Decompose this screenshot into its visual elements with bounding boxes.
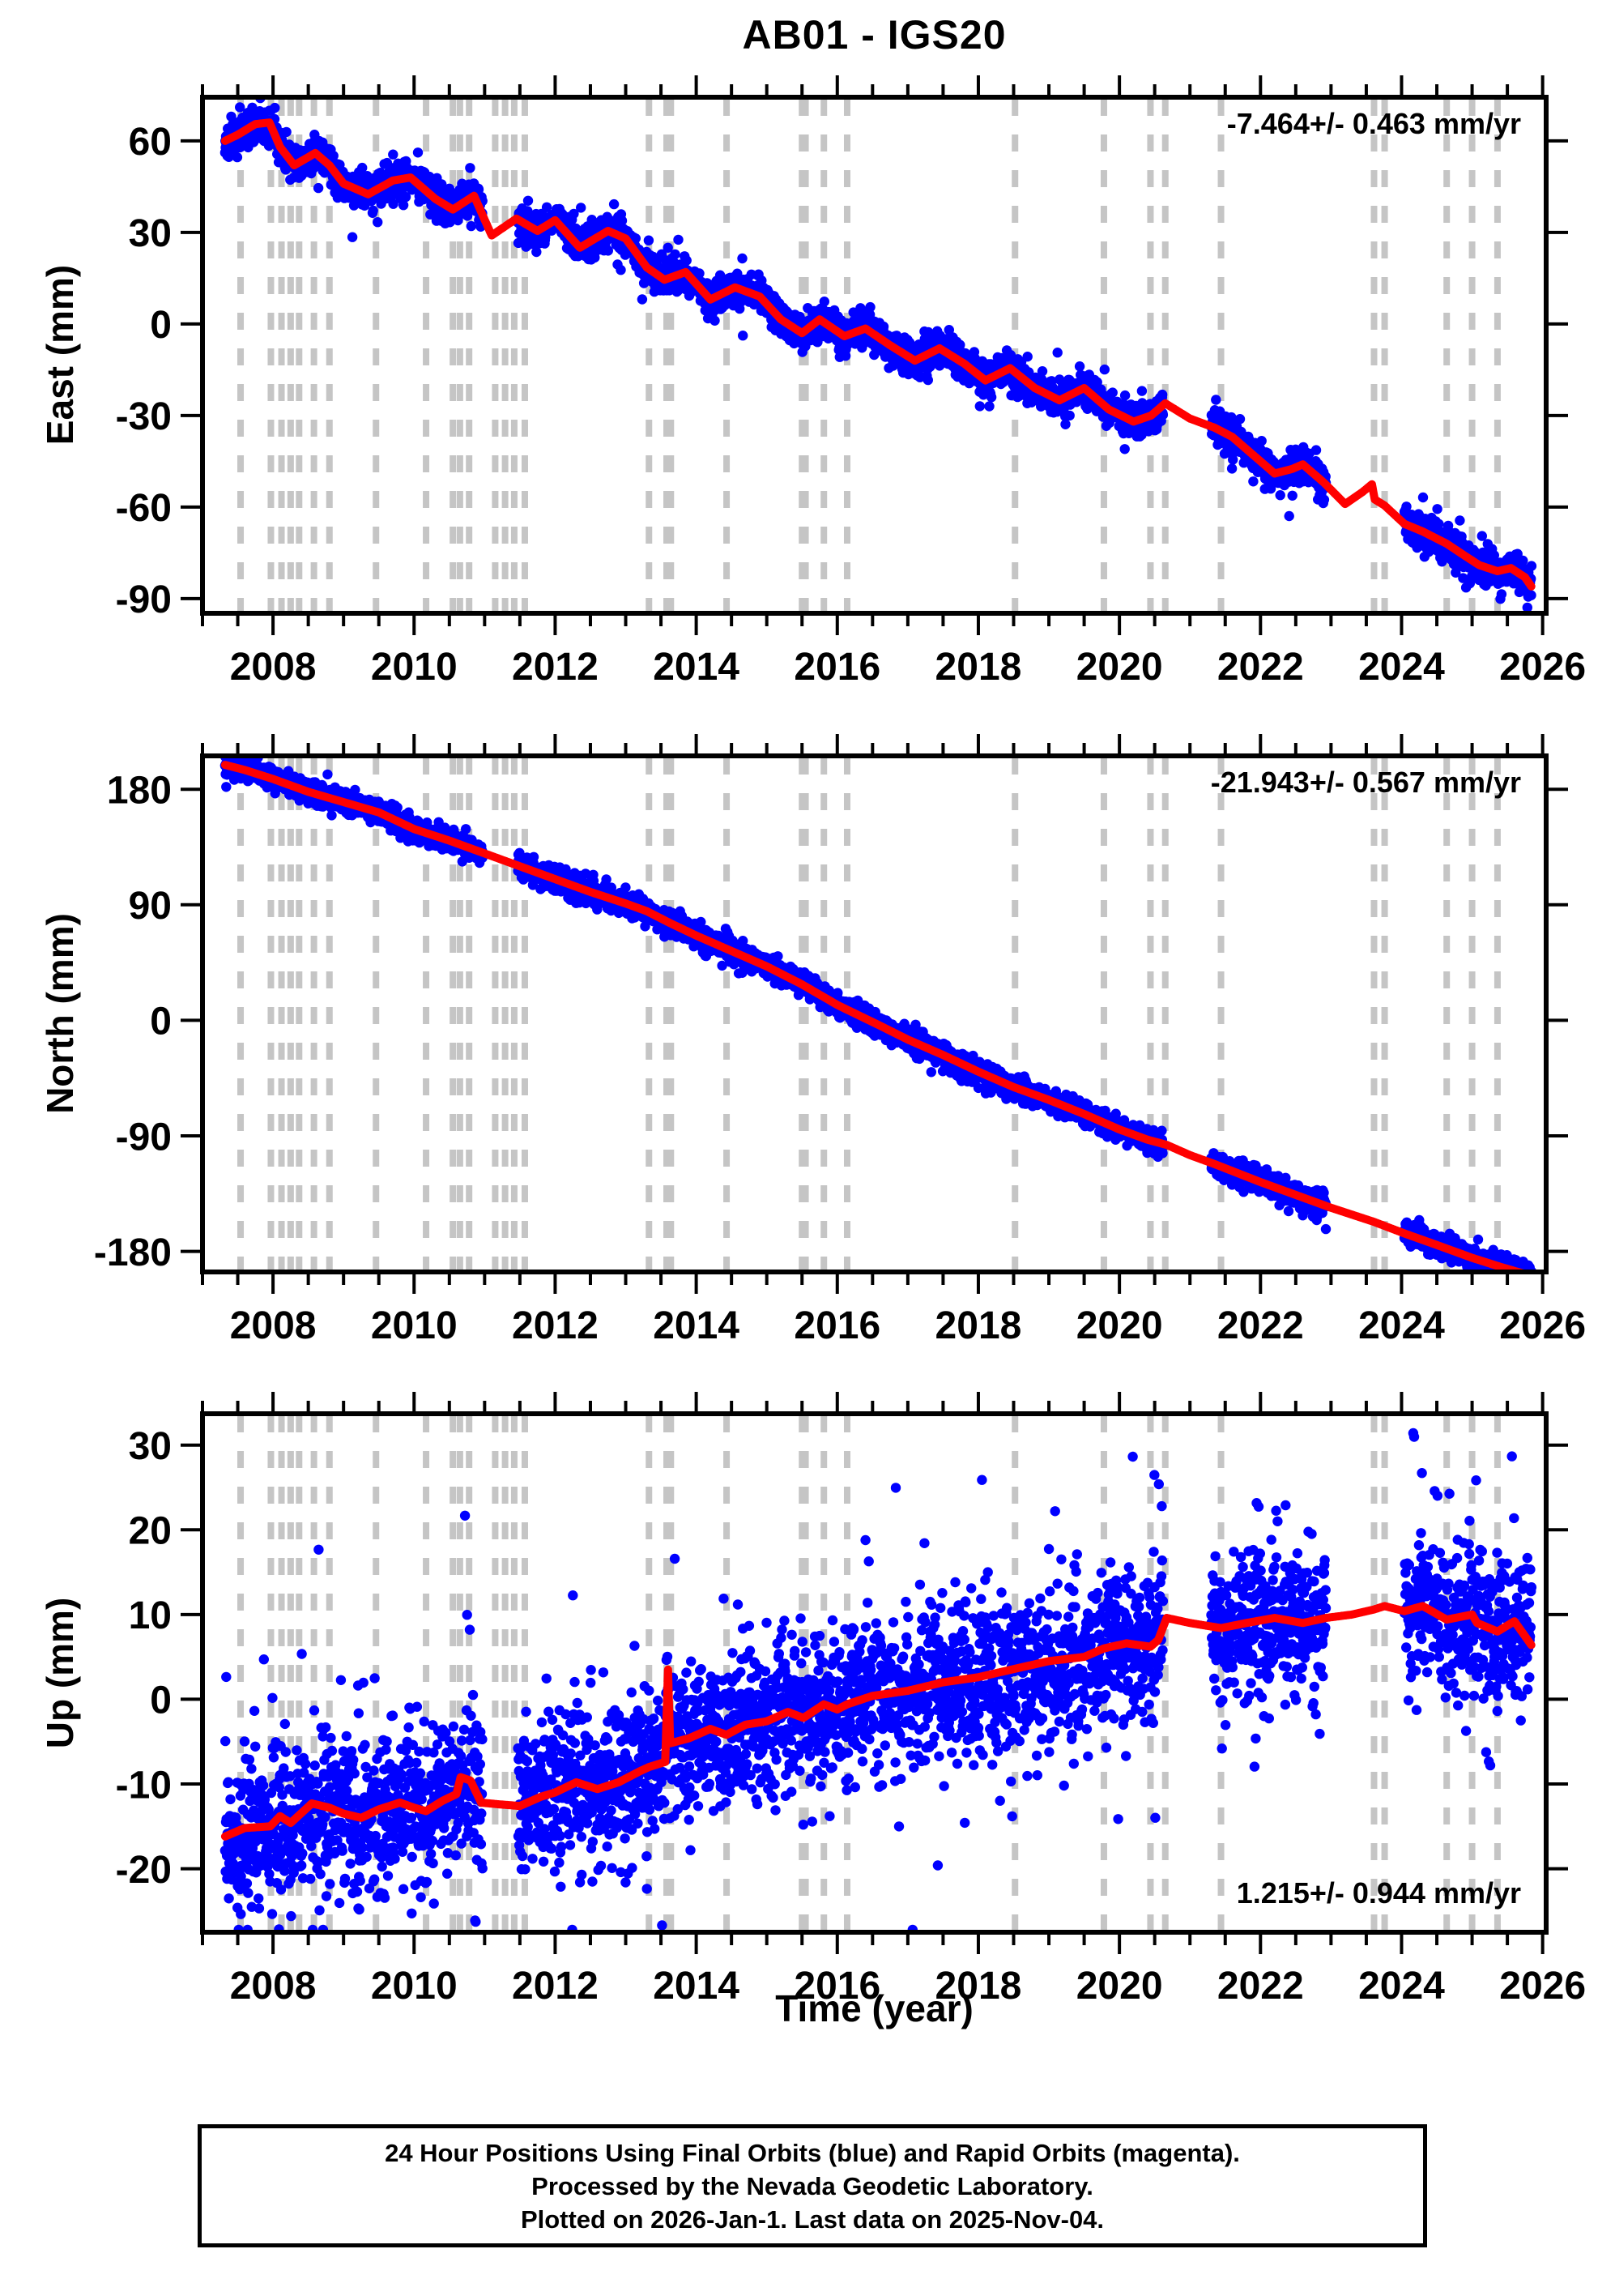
x-tick-label: 2020: [1076, 1965, 1163, 2008]
y-tick-label: 0: [150, 1679, 172, 1722]
north-panel-frame: [200, 753, 1549, 1274]
x-tick-label: 2024: [1358, 1965, 1445, 2008]
up-axis-label: Up (mm): [39, 1597, 81, 1749]
x-tick-label: 2016: [794, 1304, 880, 1347]
footer-line-3: Plotted on 2026-Jan-1. Last data on 2025…: [520, 2205, 1105, 2234]
north-axis-label: North (mm): [39, 913, 81, 1114]
y-tick-label: 180: [107, 769, 172, 812]
east-model-line: [220, 118, 1536, 591]
north-rate-annotation: -21.943+/- 0.567 mm/yr: [1210, 766, 1521, 799]
east-scatter-points: [219, 97, 1537, 613]
y-tick-label: -180: [94, 1231, 172, 1274]
plot-title: AB01 - IGS20: [742, 12, 1007, 58]
y-tick-label: -20: [116, 1849, 172, 1892]
east-axis-label: East (mm): [39, 264, 81, 446]
y-tick-label: -30: [116, 395, 172, 438]
north-panel: -180 -90 0 90 180 2008 2010 2012 2014 2016 2018 202…: [94, 734, 1586, 1347]
y-tick-label: 60: [129, 121, 172, 164]
y-tick-label: 0: [150, 1001, 172, 1043]
x-tick-label: 2014: [653, 646, 739, 689]
footer-line-1: 24 Hour Positions Using Final Orbits (bl…: [385, 2139, 1240, 2167]
x-tick-label: 2016: [794, 1965, 880, 2008]
x-tick-label: 2024: [1358, 1304, 1445, 1347]
up-scatter-points: [219, 1428, 1537, 1932]
x-tick-label: 2012: [512, 1304, 599, 1347]
x-tick-label: 2024: [1358, 646, 1445, 689]
x-tick-label: 2020: [1076, 1304, 1163, 1347]
y-tick-label: 30: [129, 1425, 172, 1468]
y-tick-label: -10: [116, 1764, 172, 1807]
x-tick-label: 2018: [935, 646, 1022, 689]
up-panel-frame: [200, 1411, 1549, 1935]
footer-note-box: 24 Hour Positions Using Final Orbits (bl…: [198, 2124, 1427, 2247]
x-tick-label: 2026: [1499, 1965, 1586, 2008]
x-tick-label: 2008: [230, 646, 317, 689]
x-tick-label: 2010: [371, 1965, 458, 2008]
y-tick-label: -90: [116, 1116, 172, 1159]
x-tick-label: 2010: [371, 1304, 458, 1347]
x-tick-label: 2020: [1076, 646, 1163, 689]
up-rate-annotation: 1.215+/- 0.944 mm/yr: [1236, 1876, 1521, 1910]
x-tick-label: 2012: [512, 1965, 599, 2008]
up-panel: -20 -10 0 10 20 30 2008 2010 2012 2014 2016 2018 202…: [116, 1392, 1586, 2008]
x-tick-label: 2018: [935, 1965, 1022, 2008]
x-tick-label: 2016: [794, 646, 880, 689]
y-tick-label: 20: [129, 1510, 172, 1553]
x-tick-label: 2022: [1217, 1304, 1304, 1347]
x-tick-label: 2018: [935, 1304, 1022, 1347]
north-axis-ticks: [181, 734, 1568, 1294]
east-panel-frame: [200, 95, 1549, 616]
x-tick-label: 2010: [371, 646, 458, 689]
x-tick-label: 2012: [512, 646, 599, 689]
east-axis-ticks: [181, 75, 1568, 635]
x-tick-label: 2008: [230, 1304, 317, 1347]
x-axis-title: Time (year): [775, 1987, 974, 2029]
y-tick-label: 90: [129, 885, 172, 928]
x-tick-label: 2008: [230, 1965, 317, 2008]
east-panel: -90 -60 -30 0 30 60 2008 2010 2012 2014 2016 2018 20…: [116, 75, 1586, 689]
x-tick-label: 2014: [653, 1965, 739, 2008]
x-tick-label: 2022: [1217, 1965, 1304, 2008]
footer-line-2: Processed by the Nevada Geodetic Laborat…: [531, 2172, 1093, 2200]
y-tick-label: 30: [129, 212, 172, 255]
y-tick-label: -90: [116, 578, 172, 621]
x-tick-label: 2014: [653, 1304, 739, 1347]
y-tick-label: -60: [116, 487, 172, 530]
north-model-line: [220, 761, 1533, 1272]
x-tick-label: 2026: [1499, 1304, 1586, 1347]
east-rate-annotation: -7.464+/- 0.463 mm/yr: [1226, 107, 1521, 140]
x-tick-label: 2022: [1217, 646, 1304, 689]
y-tick-label: 0: [150, 304, 172, 347]
x-tick-label: 2026: [1499, 646, 1586, 689]
up-axis-ticks: [181, 1392, 1568, 1954]
up-model-line: [220, 1602, 1536, 1841]
y-tick-label: 10: [129, 1594, 172, 1637]
